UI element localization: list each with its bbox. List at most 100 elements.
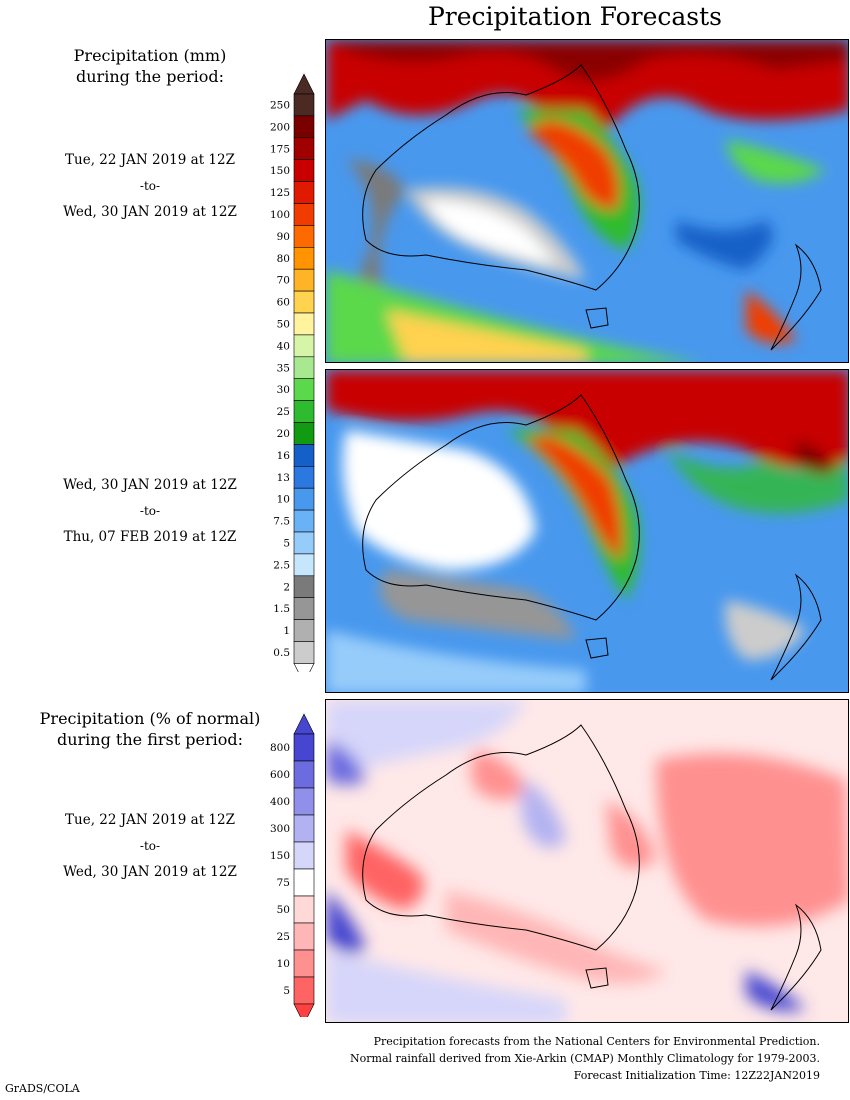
mm-tick-label: 40 bbox=[277, 340, 290, 352]
mm-tick-label: 1.5 bbox=[273, 603, 290, 615]
pct-cap-bottom bbox=[293, 1003, 315, 1025]
mm-tick-label: 25 bbox=[277, 406, 290, 418]
mm-swatch-18 bbox=[293, 487, 315, 511]
pct-tick-label: 25 bbox=[277, 931, 290, 943]
mm-swatch-23 bbox=[293, 597, 315, 620]
mm-tick-label: 80 bbox=[277, 253, 290, 265]
mm-swatch-11 bbox=[293, 334, 315, 358]
mm-tick-label: 7.5 bbox=[273, 516, 290, 528]
pct-tick-label: 150 bbox=[270, 850, 290, 862]
map-panel-1-svg bbox=[326, 40, 848, 362]
mm-swatch-3 bbox=[293, 159, 315, 182]
map-panel-3-svg bbox=[326, 700, 848, 1022]
mm-tick-label: 125 bbox=[270, 187, 290, 199]
pct-swatch-3 bbox=[293, 814, 315, 843]
mm-legend-title-line2: during the period: bbox=[76, 67, 224, 86]
pct-swatch-7 bbox=[293, 922, 315, 951]
period-3-end: Wed, 30 JAN 2019 at 12Z bbox=[63, 864, 237, 880]
mm-tick-label: 20 bbox=[277, 428, 290, 440]
mm-tick-label: 2.5 bbox=[273, 559, 290, 571]
pct-colorbar: 800 600 400 300 150 75 50 25 10 5 bbox=[258, 712, 318, 1025]
mm-swatch-20 bbox=[293, 531, 315, 555]
mm-swatch-12 bbox=[293, 356, 315, 379]
pct-tick-label: 600 bbox=[270, 769, 290, 781]
footer-line-1: Precipitation forecasts from the Nationa… bbox=[373, 1035, 820, 1048]
mm-tick-label: 90 bbox=[277, 231, 290, 243]
mm-colorbar-svg: 2502001751501251009080706050403530252016… bbox=[270, 73, 315, 685]
mm-swatch-9 bbox=[293, 290, 315, 314]
mm-swatch-8 bbox=[293, 268, 315, 292]
map-panel-3 bbox=[325, 699, 849, 1023]
pct-colorbar-svg: 800 600 400 300 150 75 50 25 10 5 bbox=[270, 713, 315, 1025]
mm-tick-label: 10 bbox=[277, 494, 290, 506]
mm-tick-label: 0.5 bbox=[273, 647, 290, 659]
pct-legend-title: Precipitation (% of normal) during the f… bbox=[30, 708, 270, 750]
mm-tick-label: 175 bbox=[270, 143, 290, 155]
pct-tick-label: 300 bbox=[270, 823, 290, 835]
mm-cap-bottom bbox=[293, 663, 315, 685]
mm-swatch-13 bbox=[293, 378, 315, 401]
mm-legend-title-line1: Precipitation (mm) bbox=[73, 46, 227, 65]
mm-swatch-5 bbox=[293, 203, 315, 226]
pct-swatch-2 bbox=[293, 787, 315, 816]
map-panel-2-svg bbox=[326, 370, 848, 692]
mm-tick-label: 1 bbox=[283, 625, 290, 637]
pct-swatch-1 bbox=[293, 760, 315, 789]
mm-tick-label: 5 bbox=[283, 537, 290, 549]
pct-tick-label: 400 bbox=[270, 796, 290, 808]
period-3-sep: -to- bbox=[139, 839, 161, 853]
mm-swatch-10 bbox=[293, 312, 315, 336]
mm-tick-label: 100 bbox=[270, 209, 290, 221]
mm-cap-top bbox=[293, 73, 315, 95]
mm-swatch-4 bbox=[293, 181, 315, 204]
mm-tick-label: 150 bbox=[270, 165, 290, 177]
mm-legend-title: Precipitation (mm) during the period: bbox=[45, 45, 255, 87]
mm-tick-label: 30 bbox=[277, 384, 290, 396]
period-2-end: Thu, 07 FEB 2019 at 12Z bbox=[63, 529, 237, 545]
mm-tick-label: 70 bbox=[277, 275, 290, 287]
pct-swatch-8 bbox=[293, 949, 315, 978]
page-title: Precipitation Forecasts bbox=[427, 2, 723, 31]
map-panel-2 bbox=[325, 369, 849, 693]
pct-cap-top bbox=[293, 713, 315, 735]
mm-swatch-25 bbox=[293, 641, 315, 664]
mm-swatch-16 bbox=[293, 444, 315, 467]
mm-swatch-15 bbox=[293, 422, 315, 445]
period-1-label: Tue, 22 JAN 2019 at 12Z -to- Wed, 30 JAN… bbox=[45, 152, 255, 220]
pct-tick-label: 10 bbox=[277, 958, 290, 970]
mm-swatch-0 bbox=[293, 93, 315, 117]
pct-tick-label: 800 bbox=[270, 742, 290, 754]
mm-tick-label: 250 bbox=[270, 99, 290, 111]
mm-swatch-24 bbox=[293, 619, 315, 642]
mm-tick-label: 16 bbox=[277, 450, 291, 462]
pct-tick-label: 75 bbox=[277, 877, 290, 889]
mm-swatch-21 bbox=[293, 553, 315, 577]
footer-line-3: Forecast Initialization Time: 12Z22JAN20… bbox=[573, 1069, 820, 1082]
period-2-start: Wed, 30 JAN 2019 at 12Z bbox=[63, 477, 237, 493]
pct-swatch-0 bbox=[293, 733, 315, 762]
period-3-start: Tue, 22 JAN 2019 at 12Z bbox=[65, 812, 235, 828]
period-3-label: Tue, 22 JAN 2019 at 12Z -to- Wed, 30 JAN… bbox=[45, 812, 255, 880]
mm-swatch-7 bbox=[293, 247, 315, 270]
pct-swatch-6 bbox=[293, 895, 315, 924]
pct-legend-title-line2: during the first period: bbox=[56, 730, 244, 749]
period-1-start: Tue, 22 JAN 2019 at 12Z bbox=[65, 152, 235, 168]
period-2-sep: -to- bbox=[139, 504, 161, 518]
mm-swatch-17 bbox=[293, 465, 315, 489]
grads-credit: GrADS/COLA bbox=[5, 1082, 80, 1095]
map-panel-1 bbox=[325, 39, 849, 363]
mm-tick-label: 200 bbox=[270, 121, 290, 133]
mm-tick-label: 60 bbox=[277, 297, 290, 309]
period-1-end: Wed, 30 JAN 2019 at 12Z bbox=[63, 204, 237, 220]
pct-swatch-9 bbox=[293, 976, 315, 1005]
mm-tick-label: 35 bbox=[277, 362, 290, 374]
mm-swatch-14 bbox=[293, 400, 315, 423]
mm-swatch-1 bbox=[293, 115, 315, 139]
footer-line-2: Normal rainfall derived from Xie-Arkin (… bbox=[350, 1052, 820, 1065]
period-1-sep: -to- bbox=[139, 179, 161, 193]
mm-swatch-6 bbox=[293, 225, 315, 248]
mm-tick-label: 13 bbox=[277, 472, 290, 484]
pct-tick-label: 50 bbox=[277, 904, 290, 916]
pct-legend-title-line1: Precipitation (% of normal) bbox=[39, 709, 261, 728]
pct-tick-label: 5 bbox=[283, 985, 290, 997]
